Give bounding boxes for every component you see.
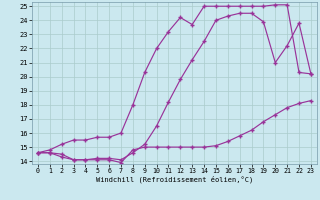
X-axis label: Windchill (Refroidissement éolien,°C): Windchill (Refroidissement éolien,°C): [96, 176, 253, 183]
